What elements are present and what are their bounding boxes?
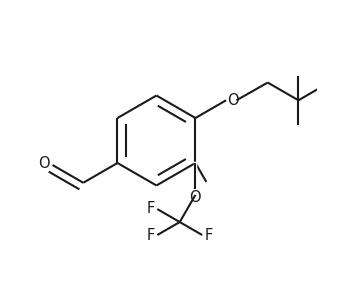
Text: O: O	[227, 93, 239, 108]
Text: O: O	[38, 156, 49, 171]
Text: F: F	[205, 228, 212, 243]
Text: F: F	[147, 201, 155, 216]
Text: F: F	[147, 228, 155, 243]
Text: O: O	[190, 190, 201, 205]
